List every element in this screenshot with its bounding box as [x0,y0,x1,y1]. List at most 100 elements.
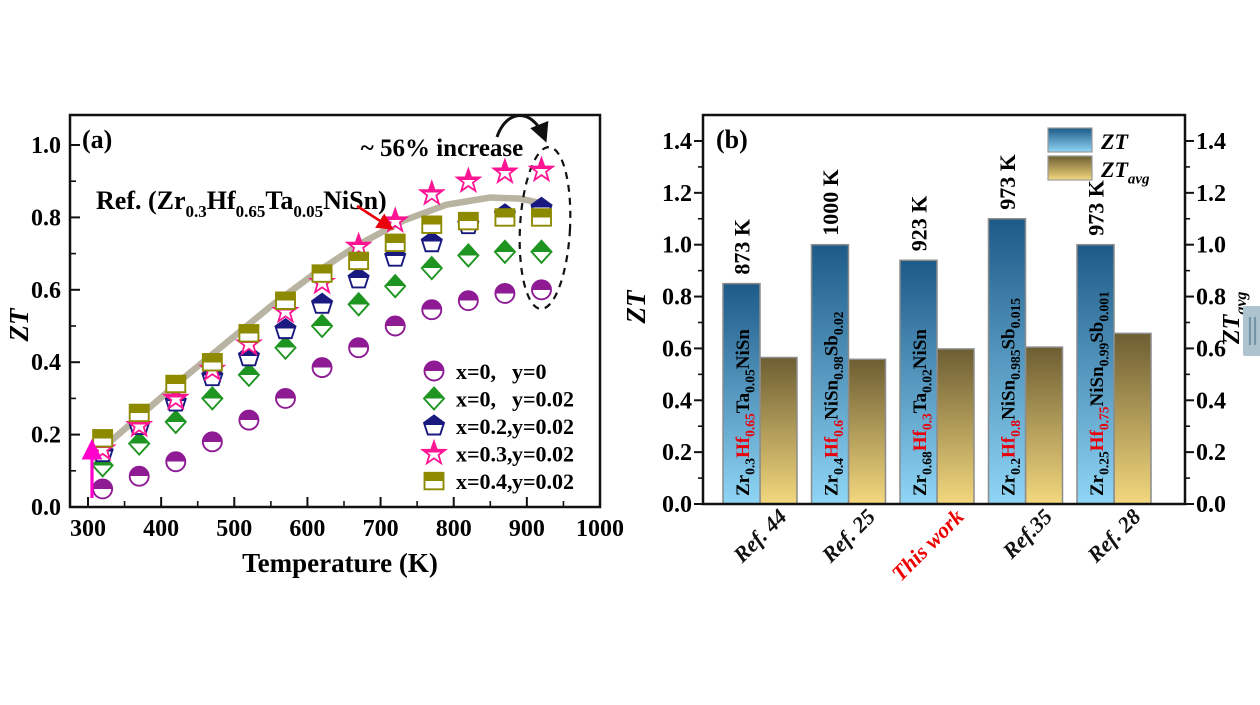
panel-a-ytick-label: 1.0 [31,133,61,159]
bar-zt [987,218,1027,505]
panel-b-ytick-right: 0.2 [1196,440,1226,466]
marker-diamond-point [237,362,261,388]
legend-label-x: x=0.2, [456,414,513,439]
panel-b-ytick-left: 0.2 [662,440,692,466]
panel-b-ytick-right: 0.6 [1196,336,1226,362]
marker-square-point [128,403,150,423]
legend-label-y: y=0.02 [512,442,574,467]
panel-b-ytick-left: 0.8 [662,285,692,311]
marker-circle-point [494,282,516,304]
marker-square-point [494,208,516,227]
marker-circle-point [275,387,296,409]
marker-diamond-point [164,409,188,435]
bar-ztavg [1024,346,1064,505]
bar-ztavg [1113,332,1152,505]
legend-label-y: y=0.02 [512,469,574,494]
panel-a-xlabel: Temperature (K) [242,548,438,578]
panel-b-ytick-right: 0.0 [1196,492,1226,518]
panel-a-frame [68,113,602,509]
marker-pentagon-point [347,267,370,289]
panel-b-ytick-left: 1.4 [662,129,692,155]
category-label: Ref.35 [997,504,1057,564]
marker-square-point [531,208,552,227]
panel-a-xtick-label: 900 [509,516,545,542]
panel-b: 0.0 0.0 0.2 0.2 0.4 0.4 0.6 0.6 0.8 0.8 1.0 1.0 1.2 1… [621,113,1250,586]
bar-temp-label: 973 K [1084,180,1109,236]
marker-square-legend-icon [423,471,445,491]
panel-b-ytick-left: 0.4 [662,388,692,414]
marker-circle-point [92,478,114,500]
marker-pentagon-legend-icon [422,414,446,436]
marker-star-point [161,383,190,411]
marker-circle-point [531,279,552,301]
panel-b-ytick-left: 1.2 [662,181,692,207]
bar-ztavg [847,358,887,505]
marker-diamond-point [493,239,517,265]
panel-b-ytick-left: 1.0 [662,233,692,259]
panel-a-ytick-label: 0.6 [31,278,61,304]
panel-a-xtick-label: 600 [289,516,325,542]
bar-composition-label: Zr0.3Hf0.65Ta0.05NiSn [733,329,758,496]
bar-composition-label: Zr0.4Hf0.6NiSn0.98Sb0.02 [822,311,847,496]
marker-square-point [201,353,223,372]
panel-b-ytick-left: 0.0 [662,492,692,518]
marker-square-point [165,374,187,394]
marker-square-point [238,324,260,343]
marker-circle-point [311,357,333,379]
marker-square-point [384,233,406,252]
marker-diamond-point [457,242,480,268]
marker-star-point [417,179,446,206]
bar-temp-label: 873 K [730,219,755,275]
panel-a-ytick-label: 0.2 [31,423,61,449]
marker-pentagon-point [310,292,334,314]
highlight-ellipse [518,146,572,310]
bar-composition-label: Zr0.25Hf0.75NiSn0.99Sb0.001 [1087,291,1112,496]
category-label: Ref. 44 [727,504,791,568]
legend-swatch-ztavg-icon [1047,155,1093,181]
panel-a-xtick-label: 300 [70,516,106,542]
panel-b-frame [701,113,1187,506]
panel-a-ytick-label: 0.0 [31,495,61,521]
increase-arrow-icon [495,114,549,143]
marker-star-point [454,166,483,194]
category-label: Ref. 25 [816,504,880,568]
marker-diamond-point [347,291,370,317]
panel-b-legend: ZT ZTavg [1047,127,1150,188]
legend-label-zt: ZT [1100,129,1129,154]
ref-composition-label: Ref. (Zr0.3Hf0.65Ta0.05NiSn) [96,186,387,221]
marker-diamond-point [530,239,553,265]
marker-diamond-point [420,255,444,281]
marker-diamond-point [201,385,224,411]
bar-temp-label: 973 K [995,154,1020,210]
panel-a-xtick-label: 500 [216,516,252,542]
marker-pentagon-point [420,231,443,253]
panel-a-xtick-label: 800 [436,516,472,542]
bar-ztavg [936,348,975,505]
marker-square-point [92,429,114,448]
marker-star-legend-icon [419,438,449,466]
marker-diamond-point [127,431,151,457]
legend-label-ztavg: ZTavg [1100,157,1150,188]
marker-square-point [275,291,296,310]
bar-ztavg [759,356,798,505]
legend-label-y: y=0 [512,359,547,384]
marker-square-point [457,211,479,231]
ref-arrow-icon [356,204,394,230]
marker-circle-legend-icon [423,360,445,382]
bar-temp-label: 1000 K [818,169,843,236]
panel-b-ytick-right: 1.0 [1196,233,1226,259]
marker-diamond-point [310,313,334,339]
legend-label-y: y=0.02 [512,414,574,439]
marker-diamond-point [274,335,297,361]
panel-a-legend: x=0, y=0x=0, y=0.02x=0.2, y=0.02x=0.3, y=0.0… [419,359,574,494]
panel-b-label: (b) [716,125,748,154]
legend-label-x: x=0.3, [456,442,513,467]
pane-handle[interactable] [1243,306,1260,356]
panel-a-ylabel: ZT [4,307,34,342]
legend-label-x: x=0, [456,359,496,384]
marker-diamond-point [383,273,407,299]
bar-composition-label: Zr0.2Hf0.8NiSn0.985Sb0.015 [999,298,1024,496]
marker-circle-point [238,409,260,431]
panel-b-ytick-right: 1.2 [1196,181,1226,207]
